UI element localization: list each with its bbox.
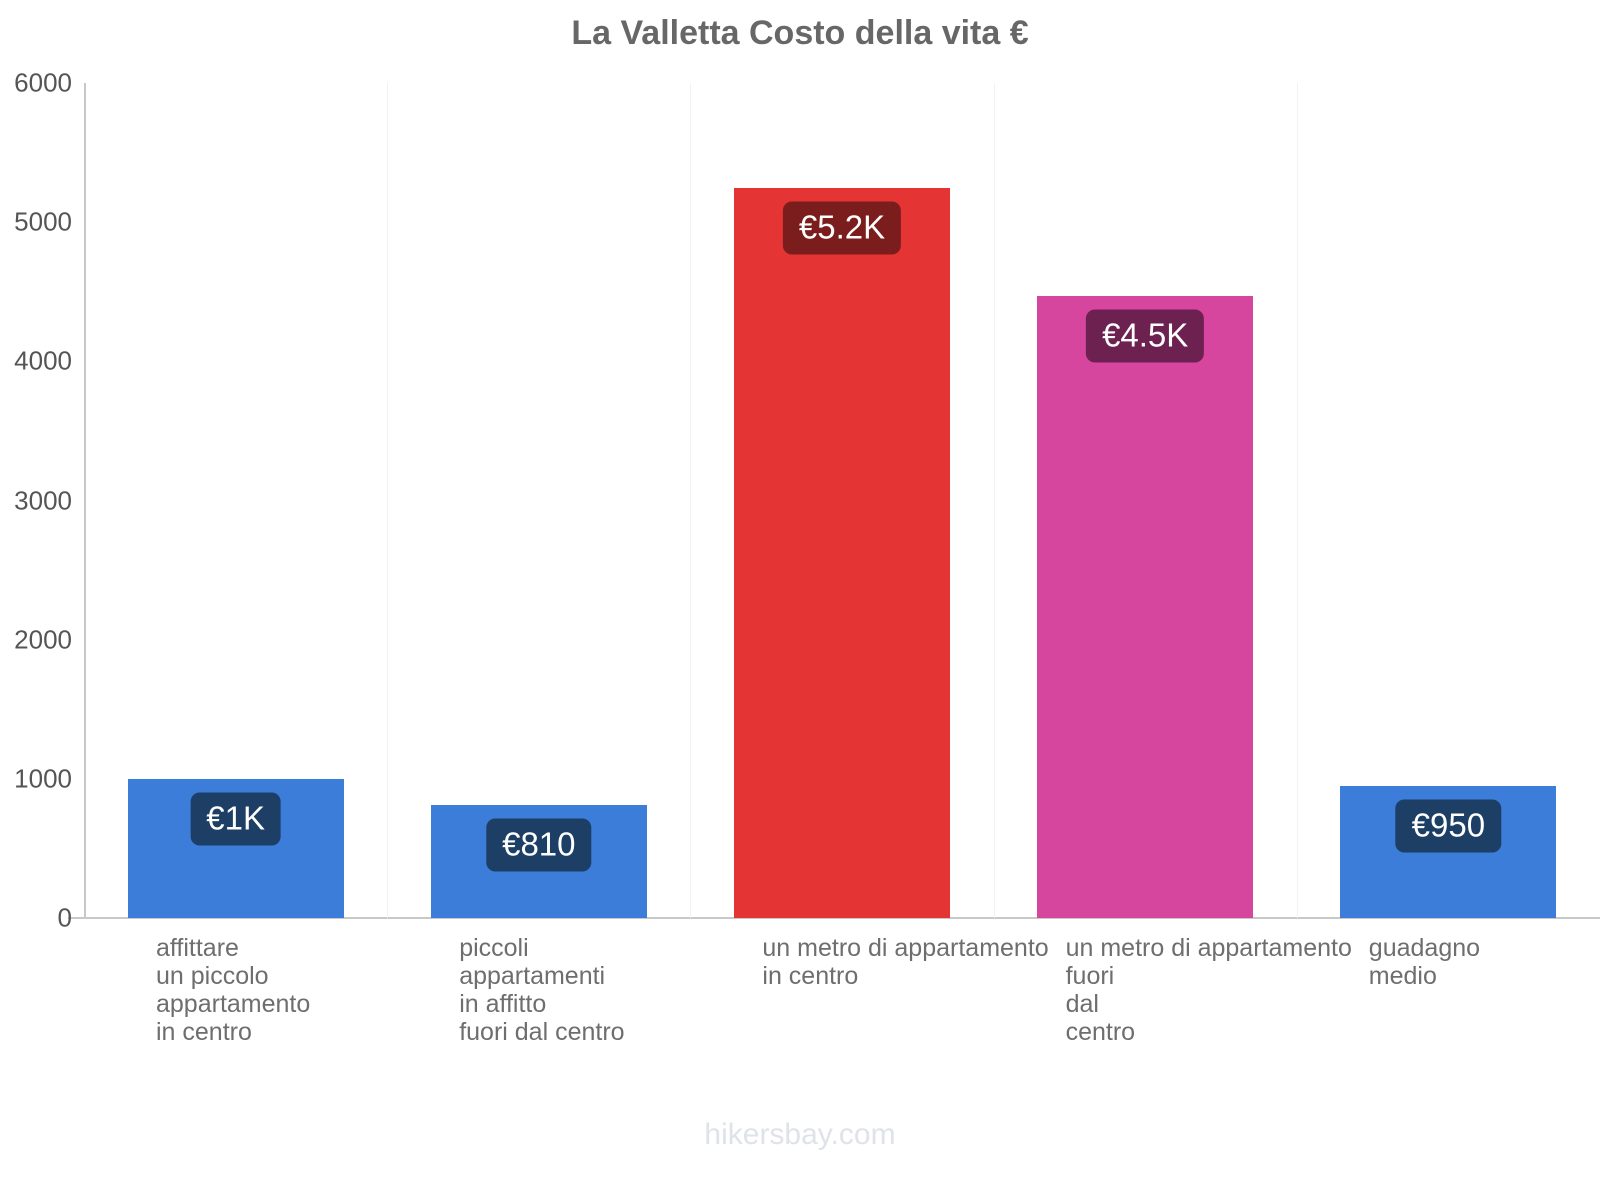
bar-value-label: €1K: [190, 792, 281, 846]
bar-value-label: €810: [486, 818, 592, 872]
x-axis-category-label: piccoli appartamenti in affitto fuori da…: [459, 934, 625, 1046]
y-axis-tick-label: 5000: [14, 206, 72, 237]
y-axis-tick-label: 2000: [14, 624, 72, 655]
bar-value-label: €4.5K: [1086, 309, 1205, 363]
bar[interactable]: [1037, 295, 1254, 918]
y-axis-tick-label: 1000: [14, 763, 72, 794]
x-axis-category-label: affittare un piccolo appartamento in cen…: [156, 934, 311, 1046]
x-axis-category-label: guadagno medio: [1368, 934, 1481, 990]
bar-value-label: €950: [1395, 799, 1502, 853]
bar[interactable]: [734, 188, 950, 918]
category-separator: [993, 83, 995, 918]
y-axis-tick-label: 0: [57, 902, 72, 933]
x-axis-category-label: un metro di appartamento in centro: [762, 934, 1049, 990]
watermark: hikersbay.com: [704, 1118, 896, 1151]
x-axis-line: [68, 917, 1600, 919]
chart-title: La Valletta Costo della vita €: [571, 14, 1029, 52]
y-axis-line: [84, 83, 86, 919]
y-axis-tick-label: 6000: [14, 67, 72, 98]
x-axis-category-label: un metro di appartamento fuori dal centr…: [1065, 934, 1352, 1046]
category-separator: [387, 83, 389, 918]
y-axis-tick-mark: [74, 917, 84, 919]
bar-value-label: €5.2K: [782, 201, 902, 255]
y-axis-tick-label: 3000: [14, 485, 72, 515]
category-separator: [1296, 83, 1298, 918]
y-axis-tick-label: 4000: [14, 345, 72, 376]
category-separator: [690, 83, 692, 918]
